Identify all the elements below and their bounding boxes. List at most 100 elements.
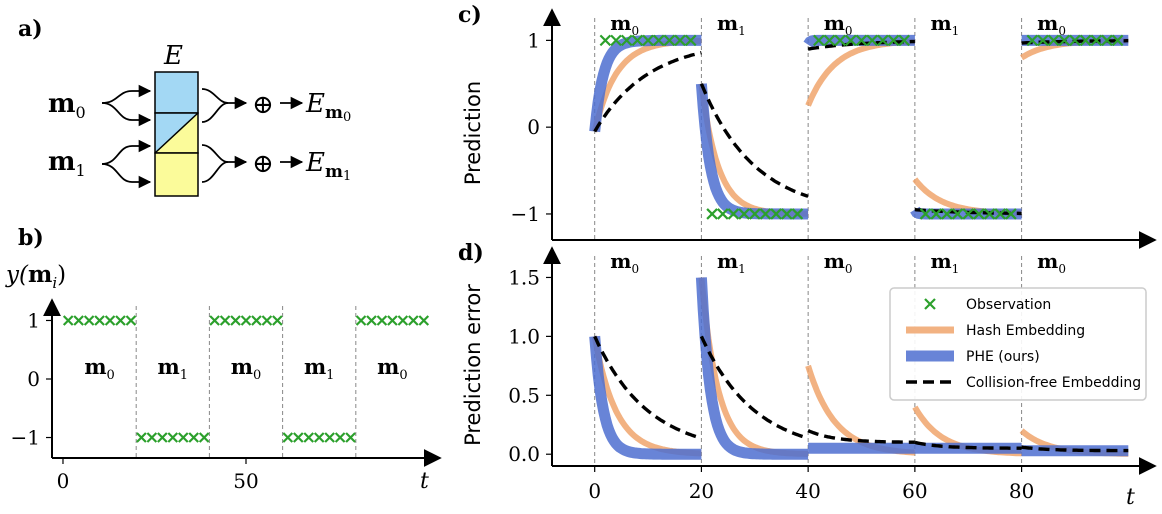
embedding-diagram: E m0 m1 ⊕ Em0 ⊕ Em1 — [48, 41, 351, 197]
segment-label-3: m1 — [304, 354, 335, 383]
observation-point — [251, 315, 262, 326]
segment-label-1-sym: m — [717, 11, 738, 35]
observation-point — [749, 208, 761, 220]
observation-point — [834, 34, 846, 47]
observation-point — [919, 208, 932, 220]
phe-series-line — [589, 335, 702, 460]
observation-point — [366, 315, 377, 326]
panel-label-c: c) — [458, 2, 482, 28]
observation-point — [272, 315, 283, 326]
arrow-out0-lower — [201, 102, 229, 123]
observation-point — [177, 432, 189, 443]
segment-label-2-sub: 0 — [253, 368, 261, 383]
panel-label-d: d) — [458, 240, 484, 266]
observation-point — [94, 315, 105, 326]
observation-point — [781, 208, 793, 220]
arrow-out0-upper — [201, 88, 229, 104]
observation-point — [951, 208, 964, 220]
observation-point — [198, 432, 210, 443]
panel-label-b: b) — [18, 225, 44, 251]
x-tick-label: 50 — [233, 469, 258, 493]
observation-point — [62, 315, 74, 326]
observation-point — [167, 432, 179, 443]
segment-label-4-sym: m — [1037, 11, 1058, 35]
segment-label-3-sub: 1 — [952, 262, 960, 276]
legend-frame — [889, 287, 1147, 401]
table-cell-split-diagonal — [154, 112, 199, 154]
x-tick-label: 40 — [795, 479, 820, 503]
observation-point — [983, 208, 996, 220]
segment-label-0-sym: m — [84, 354, 106, 379]
y-tick-label: −1 — [511, 202, 540, 226]
y-tick-label: 1.0 — [508, 324, 540, 348]
observation-point — [855, 34, 868, 47]
y-label-sym: y( — [5, 262, 29, 288]
observation-point — [345, 432, 356, 443]
observation-point — [1058, 34, 1071, 47]
cf-series-line — [699, 83, 809, 198]
y-tick-label: 1 — [527, 28, 540, 52]
y-tick-label: 1 — [27, 308, 40, 332]
segment-label-2: m0 — [231, 354, 262, 383]
segment-label-4: m0 — [1037, 11, 1066, 38]
segment-label-0-sub: 0 — [107, 368, 115, 383]
table-cell-yellow — [154, 152, 199, 197]
observation-point — [408, 315, 419, 326]
observation-point — [376, 315, 388, 326]
segment-label-3-sym: m — [304, 354, 326, 379]
segment-label-1-sym: m — [717, 249, 738, 273]
segment-label-4-sym: m — [377, 354, 399, 379]
observation-point — [303, 432, 315, 443]
legend: Observation Hash Embedding PHE (ours) Colli… — [889, 287, 1147, 401]
segment-label-1: m1 — [717, 11, 746, 38]
segment-label-2: m0 — [824, 249, 853, 276]
legend-label: Observation — [966, 297, 1051, 313]
segment-label-1-sub: 1 — [180, 368, 188, 383]
arrow-m0-lower — [101, 102, 152, 127]
observation-point — [994, 208, 1007, 220]
y-tick-label: 0 — [27, 367, 40, 391]
segment-label-3-sub: 1 — [326, 368, 334, 383]
observation-point — [1101, 34, 1113, 47]
segment-label-2-sym: m — [824, 249, 845, 273]
legend-label: PHE (ours) — [966, 349, 1040, 365]
y-tick-label: 0.0 — [508, 442, 540, 466]
observation-point — [823, 34, 836, 47]
observation-point — [73, 315, 84, 326]
observation-point — [684, 34, 697, 47]
observation-point — [813, 34, 825, 47]
hash-series-line — [805, 38, 916, 107]
observation-point — [397, 315, 409, 326]
arrow-m1-lower — [101, 163, 152, 189]
y-axis-label: y(mi) — [5, 261, 66, 292]
observation-point — [1079, 34, 1092, 47]
segment-label-4: m0 — [1037, 249, 1066, 276]
y-axis-label: Prediction error — [461, 284, 485, 446]
observation-point — [125, 315, 137, 326]
segment-label-3-sym: m — [930, 249, 951, 273]
segment-label-3-sym: m — [930, 11, 951, 35]
segment-label-4-sym: m — [1037, 249, 1058, 273]
y-tick-label: 0.5 — [508, 383, 540, 407]
observation-point — [1005, 208, 1017, 220]
observation-point — [104, 315, 116, 326]
observation-point — [610, 34, 622, 47]
observation-point — [642, 34, 654, 47]
phe-series-line — [695, 83, 809, 220]
observation-point — [240, 315, 252, 326]
segment-label-4-sub: 0 — [1058, 262, 1066, 276]
phe-series-line — [695, 277, 809, 460]
observation-point — [230, 315, 241, 326]
segment-label-0-sub: 0 — [631, 262, 639, 276]
table-label: E — [163, 41, 183, 71]
x-tick-label: 0 — [57, 469, 70, 493]
observation-point — [716, 208, 729, 220]
segment-label-2: m0 — [824, 11, 853, 38]
segment-label-1-sub: 1 — [738, 24, 746, 38]
observation-point — [620, 34, 633, 47]
observation-point — [866, 34, 878, 47]
observation-point — [706, 208, 718, 220]
